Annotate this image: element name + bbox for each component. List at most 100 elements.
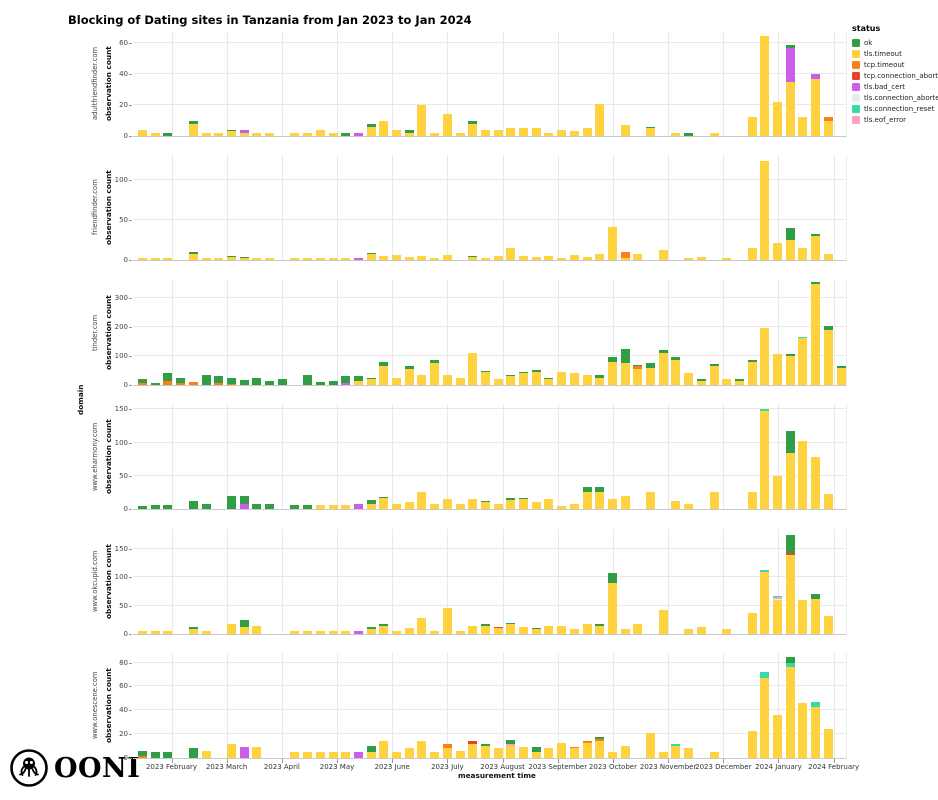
bar-segment-ok bbox=[239, 495, 249, 504]
bar bbox=[519, 371, 528, 385]
gridline-vertical bbox=[281, 155, 283, 260]
bar-segment-tls.timeout bbox=[709, 366, 719, 385]
bar-segment-tls.timeout bbox=[328, 132, 338, 136]
bar bbox=[252, 132, 262, 136]
gridline-horizontal bbox=[133, 179, 846, 181]
bar-segment-tls.timeout bbox=[379, 741, 389, 758]
x-tick-mark bbox=[723, 759, 725, 763]
bar-segment-tls.timeout bbox=[493, 129, 503, 136]
bar bbox=[455, 132, 465, 136]
bar-segment-ok bbox=[595, 624, 605, 626]
bar-segment-ok bbox=[379, 624, 389, 626]
bar bbox=[392, 504, 401, 509]
facet-label: tinder.com bbox=[91, 314, 99, 351]
bar bbox=[201, 631, 211, 634]
bar-segment-tls.timeout bbox=[366, 629, 376, 634]
bar bbox=[176, 377, 186, 385]
facet-label: friendfinder.com bbox=[91, 179, 99, 236]
bar-segment-tls.timeout bbox=[684, 257, 694, 260]
bar-segment-ok bbox=[226, 495, 236, 509]
bar bbox=[531, 128, 541, 136]
gridline-horizontal bbox=[133, 73, 846, 75]
bar-segment-ok bbox=[138, 505, 147, 509]
bar-segment-ok bbox=[303, 374, 313, 385]
gridline-horizontal bbox=[133, 408, 846, 410]
gridline-vertical bbox=[723, 529, 725, 634]
bar-segment-tls.timeout bbox=[404, 502, 414, 509]
x-tick-mark bbox=[281, 759, 283, 763]
y-axis-label: observation count bbox=[104, 544, 113, 619]
bar bbox=[392, 255, 401, 260]
bar-segment-tls.timeout bbox=[480, 625, 490, 634]
bar bbox=[404, 129, 414, 136]
x-tick-mark bbox=[557, 759, 559, 763]
bar bbox=[379, 361, 389, 385]
bar bbox=[353, 631, 363, 634]
bar bbox=[188, 382, 198, 385]
y-axis-label: observation count bbox=[104, 295, 113, 370]
gridline-vertical bbox=[778, 653, 780, 758]
x-tick-label: 2023 November bbox=[639, 763, 697, 771]
bar bbox=[341, 132, 351, 136]
y-tick-label: 40 bbox=[119, 70, 128, 79]
y-tick-mark bbox=[129, 385, 132, 386]
y-tick-label: 0 bbox=[123, 381, 128, 389]
bar bbox=[379, 497, 389, 509]
bar bbox=[544, 748, 554, 758]
bar-segment-tls.timeout bbox=[290, 258, 300, 260]
bar-segment-tls.bad_cert bbox=[239, 503, 249, 509]
bar-segment-tls.timeout bbox=[493, 503, 503, 509]
bar-segment-tls.timeout bbox=[379, 120, 389, 136]
bar bbox=[226, 743, 236, 758]
bar bbox=[163, 505, 173, 509]
x-tick-label: 2023 December bbox=[695, 763, 752, 771]
bar-segment-tls.timeout bbox=[138, 258, 147, 260]
bar bbox=[811, 282, 821, 385]
bar-segment-tls.timeout bbox=[188, 123, 198, 136]
bar bbox=[506, 740, 516, 758]
bar bbox=[798, 703, 808, 758]
bar bbox=[785, 44, 795, 136]
y-tick-label: 60 bbox=[119, 682, 128, 691]
y-tick-label: 80 bbox=[119, 658, 128, 667]
bar bbox=[163, 752, 173, 758]
bar-segment-tls.timeout bbox=[265, 257, 274, 260]
bar-segment-ok bbox=[480, 501, 490, 503]
bar bbox=[557, 257, 567, 260]
legend-swatch bbox=[852, 71, 860, 80]
gridline-vertical bbox=[723, 653, 725, 758]
bar bbox=[696, 627, 706, 634]
bar bbox=[138, 631, 147, 634]
bar-segment-tls.timeout bbox=[684, 373, 694, 385]
bar-segment-tcp.timeout bbox=[226, 383, 236, 385]
bar bbox=[480, 623, 490, 634]
gridline-vertical bbox=[778, 155, 780, 260]
bar bbox=[620, 252, 630, 260]
bar-segment-ok bbox=[480, 623, 490, 626]
y-tick-mark bbox=[129, 105, 132, 107]
bar bbox=[506, 128, 516, 136]
gridline-vertical bbox=[723, 280, 725, 385]
bar-segment-tls.timeout bbox=[823, 615, 833, 634]
bar bbox=[569, 747, 579, 758]
bar-segment-ok bbox=[214, 376, 224, 383]
y-tick-label: 100 bbox=[114, 176, 128, 185]
bar-segment-ok bbox=[366, 746, 376, 753]
bar bbox=[760, 672, 770, 758]
bar bbox=[252, 625, 262, 634]
gridline-vertical bbox=[447, 280, 449, 385]
bar bbox=[188, 252, 198, 260]
bar-segment-tls.timeout bbox=[722, 629, 732, 634]
bar-segment-tls.connection_reset bbox=[760, 672, 770, 679]
bar bbox=[709, 492, 719, 509]
bar-segment-ok bbox=[188, 748, 198, 758]
gridline-vertical bbox=[447, 529, 449, 634]
gridline-vertical bbox=[778, 280, 780, 385]
bar-segment-tls.timeout bbox=[760, 328, 770, 385]
bar-segment-tls.timeout bbox=[519, 499, 528, 509]
y-tick-mark bbox=[129, 260, 132, 261]
x-axis-title: measurement time bbox=[458, 771, 536, 780]
bar-segment-tls.timeout bbox=[201, 132, 211, 136]
bar-segment-tls.timeout bbox=[531, 256, 541, 260]
bar-segment-tls.timeout bbox=[646, 732, 655, 758]
